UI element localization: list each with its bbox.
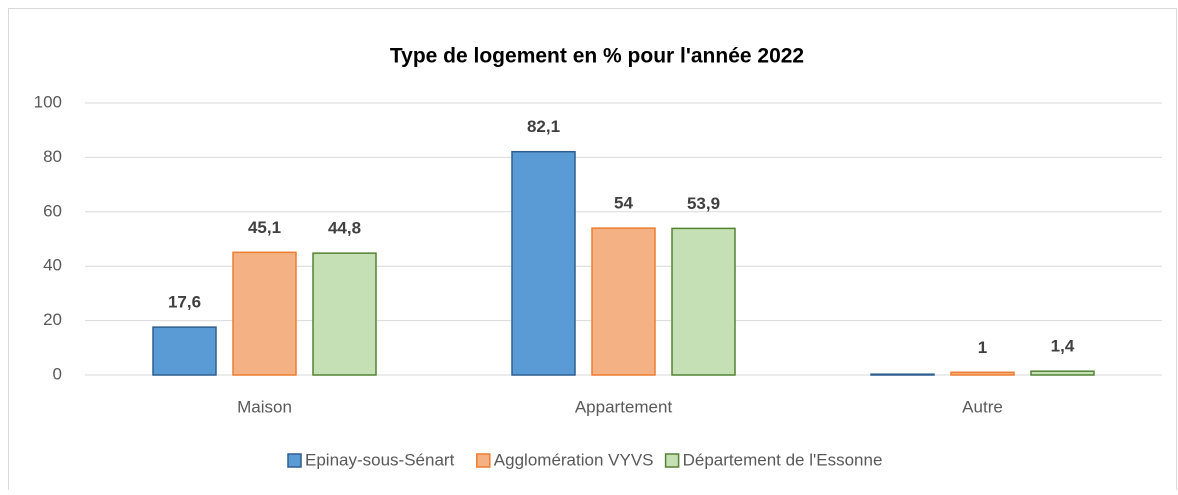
- bar: [950, 371, 1015, 376]
- bar: [152, 326, 217, 376]
- y-tick-label: 80: [43, 147, 62, 166]
- y-tick-label: 100: [34, 92, 62, 111]
- bar: [870, 373, 935, 376]
- y-tick-label: 40: [43, 256, 62, 275]
- y-tick-label: 20: [43, 310, 62, 329]
- value-label: 45,1: [248, 218, 281, 237]
- legend-swatch: [287, 453, 302, 468]
- x-tick-label: Appartement: [575, 397, 673, 416]
- bar: [511, 150, 576, 376]
- y-tick-label: 0: [53, 364, 62, 383]
- x-tick-label: Autre: [962, 397, 1003, 416]
- legend-label: Département de l'Essonne: [683, 450, 883, 469]
- legend-swatch: [476, 453, 491, 468]
- legend-swatch: [664, 453, 680, 468]
- value-label: 1,4: [1051, 337, 1075, 356]
- value-label: 53,9: [687, 194, 720, 213]
- value-label: 44,8: [328, 219, 361, 238]
- x-tick-label: Maison: [237, 397, 292, 416]
- chart-title: Type de logement en % pour l'année 2022: [390, 45, 804, 68]
- value-label: 17,6: [168, 293, 201, 312]
- value-label: 1: [978, 338, 987, 357]
- bar: [591, 227, 656, 376]
- value-label: 82,1: [527, 117, 560, 136]
- y-tick-label: 60: [43, 201, 62, 220]
- value-label: 54: [614, 194, 633, 213]
- bar: [1030, 370, 1095, 376]
- legend-label: Agglomération VYVS: [494, 450, 654, 469]
- bar: [232, 251, 297, 376]
- bar: [312, 252, 377, 376]
- legend-label: Epinay-sous-Sénart: [305, 450, 455, 469]
- bar: [671, 227, 736, 376]
